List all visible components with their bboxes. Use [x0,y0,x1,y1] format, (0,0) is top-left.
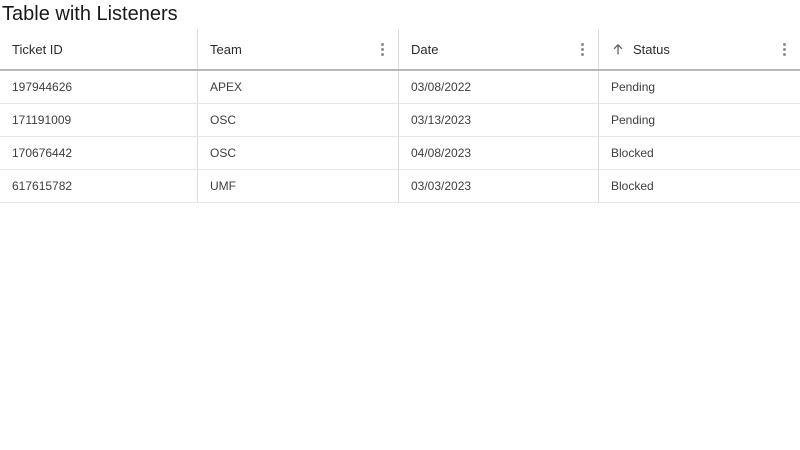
table-row[interactable]: 171191009 OSC 03/13/2023 Pending [0,104,800,137]
cell-status[interactable]: Blocked [611,179,654,193]
cell-team[interactable]: OSC [198,104,399,136]
table-row[interactable]: 197944626 APEX 03/08/2022 Pending [0,71,800,104]
column-header-label: Date [411,41,439,57]
column-header-status[interactable]: Status [599,29,800,69]
cell-team[interactable]: APEX [198,71,399,103]
cell-team[interactable]: UMF [198,170,399,202]
cell-ticket-id[interactable]: 170676442 [0,137,198,169]
kebab-menu-icon-team[interactable] [379,39,386,60]
column-header-label: Ticket ID [12,41,63,57]
arrow-up-icon [611,42,625,56]
column-header-label: Status [633,41,670,57]
cell-team[interactable]: OSC [198,137,399,169]
column-header-label: Team [210,41,242,57]
column-header-date[interactable]: Date [399,29,599,69]
cell-ticket-id[interactable]: 171191009 [0,104,198,136]
page-title: Table with Listeners [2,3,178,25]
cell-ticket-id[interactable]: 197944626 [0,71,198,103]
table-row[interactable]: 170676442 OSC 04/08/2023 Blocked [0,137,800,170]
column-header-ticket-id[interactable]: Ticket ID [0,29,198,69]
kebab-menu-icon-status[interactable] [781,39,788,60]
table-row[interactable]: 617615782 UMF 03/03/2023 Blocked [0,170,800,203]
cell-date[interactable]: 04/08/2023 [399,137,599,169]
cell-status[interactable]: Pending [611,113,656,127]
cell-status[interactable]: Blocked [611,146,654,160]
cell-date[interactable]: 03/03/2023 [399,170,599,202]
grid-header-row: Ticket ID Team Date Status [0,29,800,71]
cell-date[interactable]: 03/13/2023 [399,104,599,136]
cell-date[interactable]: 03/08/2022 [399,71,599,103]
kebab-menu-icon-date[interactable] [579,39,586,60]
grid-body: 197944626 APEX 03/08/2022 Pending 171191009… [0,71,800,203]
cell-ticket-id[interactable]: 617615782 [0,170,198,202]
column-header-team[interactable]: Team [198,29,399,69]
data-grid: Ticket ID Team Date Status [0,29,800,203]
cell-status[interactable]: Pending [611,80,656,94]
